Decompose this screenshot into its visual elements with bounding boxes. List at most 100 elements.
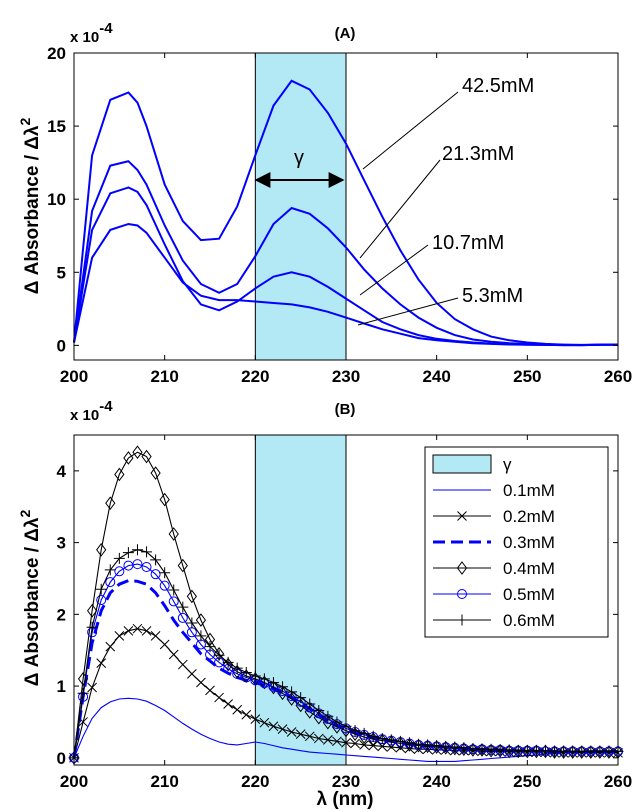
data-point-0-4mm: [96, 542, 107, 557]
legend-marker-0-4mm: [456, 561, 468, 575]
data-point-0-4mm: [576, 745, 587, 759]
data-point-0-6mm: [422, 739, 434, 751]
data-point-0-4mm: [549, 745, 560, 759]
data-point-0-6mm: [231, 662, 243, 674]
data-point-0-6mm: [295, 692, 307, 704]
data-point-0-4mm: [195, 613, 207, 627]
data-point-0-6mm: [322, 710, 334, 722]
panel-a-multiplier: x 10-4: [70, 20, 113, 46]
data-point-0-6mm: [131, 544, 143, 556]
legend-label-0-2mm: 0.2mM: [503, 507, 555, 526]
legend-label-0-5mm: 0.5mM: [503, 585, 555, 604]
data-point-0-6mm: [104, 564, 116, 576]
data-point-0-6mm: [304, 698, 316, 710]
series-label-10-7mm: 10.7mM: [432, 232, 504, 254]
data-point-0-2mm: [250, 714, 261, 724]
series-line-42-5mm: [73, 79, 618, 346]
panel-b-ylabel: Δ Absorbance / Δλ2: [17, 509, 43, 686]
data-point-0-6mm: [539, 745, 551, 757]
x-tick-label: 210: [150, 772, 178, 791]
gamma-region-a: [254, 52, 347, 361]
x-tick-label: 230: [332, 367, 360, 386]
data-point-0-4mm: [168, 527, 179, 541]
y-tick-label: 15: [47, 117, 66, 136]
data-point-0-6mm: [77, 687, 89, 699]
data-point-0-6mm: [240, 666, 252, 678]
data-point-0-5mm: [141, 562, 152, 572]
data-point-0-6mm: [95, 583, 107, 595]
data-point-0-6mm: [86, 621, 98, 633]
data-point-0-2mm: [132, 623, 143, 634]
panel-a-title: (A): [335, 25, 356, 42]
panel-a-ylabel: Δ Absorbance / Δλ2: [17, 117, 43, 294]
panel-a-ticks: 200 210 220 230 240 250 260 0 5 10 15 20: [47, 44, 632, 386]
data-point-0-2mm: [286, 727, 297, 737]
data-point-0-5mm: [159, 580, 170, 591]
data-point-0-2mm: [241, 709, 252, 720]
series-0-6mm: [68, 544, 624, 764]
data-point-0-6mm: [159, 567, 171, 579]
data-point-0-4mm: [141, 449, 152, 464]
data-point-0-4mm: [513, 744, 524, 759]
data-point-0-2mm: [114, 631, 125, 641]
data-point-0-6mm: [467, 743, 479, 754]
data-point-0-2mm: [295, 729, 306, 740]
series-42-5mm: [73, 79, 618, 346]
data-point-0-2mm: [232, 704, 243, 715]
x-tick-label: 240: [422, 772, 450, 791]
data-point-0-6mm: [141, 546, 153, 558]
legend: γ 0.1mM 0.2mM 0.3mM 0.4mM 0.5mM 0.6mM: [424, 446, 609, 638]
data-point-0-2mm: [313, 733, 324, 744]
data-point-0-6mm: [449, 741, 461, 753]
panel-b-xlabel: λ (nm): [317, 789, 374, 810]
data-point-0-4mm: [340, 723, 352, 738]
legend-marker-0-5mm: [457, 589, 467, 599]
x-tick-label: 260: [604, 367, 632, 386]
data-point-0-2mm: [177, 659, 188, 670]
y-tick-label: 20: [47, 44, 66, 63]
data-point-0-5mm: [96, 595, 107, 605]
data-point-0-6mm: [150, 554, 162, 566]
y-tick-label: 5: [57, 263, 66, 282]
data-point-0-6mm: [313, 704, 325, 716]
y-tick-label: 3: [57, 534, 66, 553]
data-point-0-4mm: [359, 730, 370, 744]
data-point-0-5mm: [105, 577, 116, 588]
data-point-0-6mm: [222, 656, 234, 668]
data-point-0-5mm: [177, 612, 188, 623]
legend-label-gamma: γ: [503, 455, 512, 474]
leader-5-3mm: [357, 297, 459, 326]
data-point-0-6mm: [267, 677, 279, 688]
data-point-0-6mm: [503, 744, 515, 756]
x-tick-label: 260: [604, 772, 632, 791]
data-point-0-6mm: [113, 552, 125, 564]
legend-label-0-3mm: 0.3mM: [503, 533, 555, 552]
y-tick-label: 2: [57, 605, 66, 624]
data-point-0-2mm: [304, 731, 315, 742]
data-point-0-5mm: [132, 559, 143, 570]
data-point-0-6mm: [286, 686, 298, 698]
data-point-0-2mm: [150, 631, 161, 641]
panel-a-plot: [73, 52, 619, 361]
y-tick-label: 10: [47, 190, 66, 209]
data-point-0-4mm: [186, 589, 197, 604]
data-point-0-6mm: [177, 601, 189, 613]
data-point-0-6mm: [394, 735, 406, 747]
data-point-0-6mm: [340, 720, 352, 732]
data-point-0-4mm: [132, 445, 143, 460]
leader-42-5mm: [362, 91, 459, 170]
data-point-0-6mm: [403, 737, 415, 749]
data-point-0-6mm: [195, 630, 207, 642]
data-point-0-6mm: [431, 740, 443, 752]
data-point-0-2mm: [323, 735, 333, 745]
data-point-0-6mm: [258, 673, 270, 685]
series-line-5-3mm: [73, 222, 619, 347]
data-point-0-4mm: [522, 744, 533, 759]
series-labels: 42.5mM 21.3mM 10.7mM 5.3mM: [357, 75, 534, 326]
data-point-0-4mm: [286, 692, 297, 706]
data-point-0-2mm: [96, 658, 107, 668]
data-point-0-2mm: [341, 737, 351, 748]
y-tick-label: 1: [57, 677, 66, 696]
data-point-0-4mm: [159, 492, 170, 507]
